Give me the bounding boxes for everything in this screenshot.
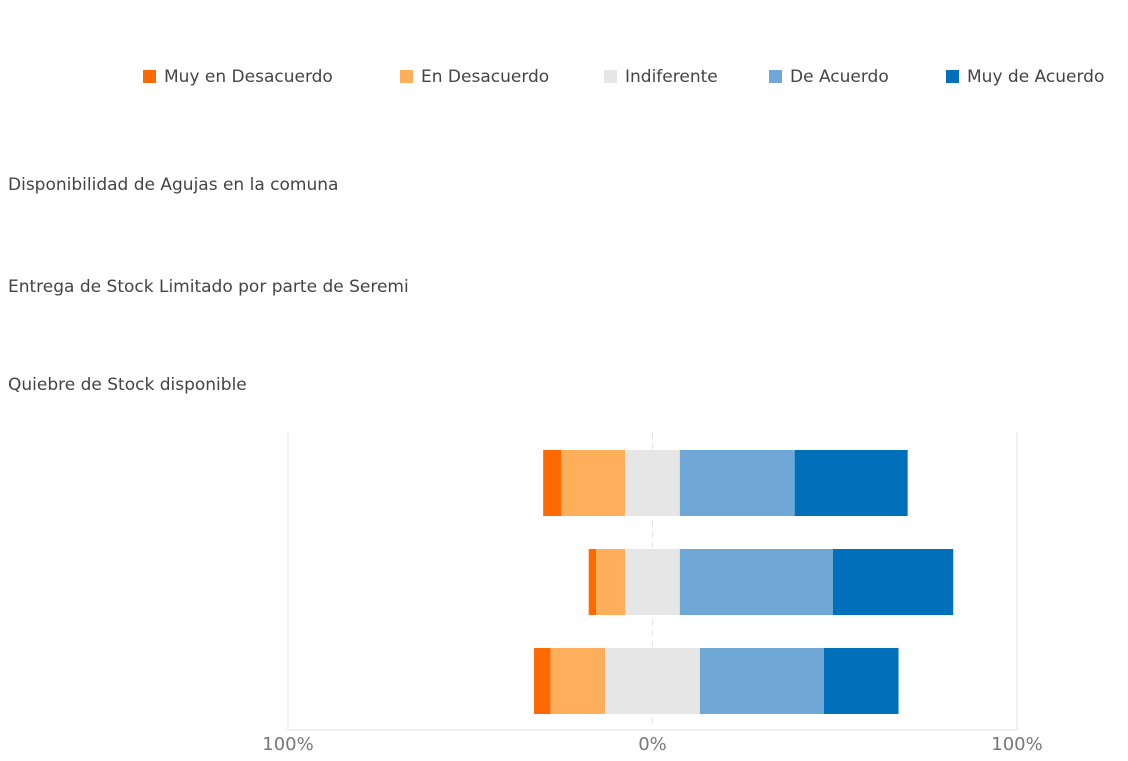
bar-segment [534, 648, 551, 714]
bar-segment [588, 549, 597, 615]
legend-label: De Acuerdo [790, 67, 889, 87]
x-tick-label: 100% [262, 734, 313, 755]
legend-label: Muy en Desacuerdo [164, 67, 333, 87]
category-label: Quiebre de Stock disponible [8, 375, 247, 395]
bar-segment [832, 549, 954, 615]
bar-segment [823, 648, 899, 714]
bar-segment [679, 549, 833, 615]
legend-swatch [400, 70, 413, 83]
legend-swatch [143, 70, 156, 83]
bar-segment [605, 648, 700, 714]
legend-swatch [946, 70, 959, 83]
bar-segment [625, 450, 680, 516]
x-tick-label: 100% [991, 734, 1042, 755]
bar-segment [679, 450, 795, 516]
legend-swatch [604, 70, 617, 83]
legend-label: En Desacuerdo [421, 67, 549, 87]
bar-segment [699, 648, 824, 714]
legend-swatch [769, 70, 782, 83]
bar-segment [625, 549, 680, 615]
x-tick-label: 0% [638, 734, 667, 755]
bar-segment [561, 450, 626, 516]
bar-segment [543, 450, 562, 516]
bar-segment [596, 549, 626, 615]
category-label: Disponibilidad de Agujas en la comuna [8, 175, 338, 195]
category-label: Entrega de Stock Limitado por parte de S… [8, 277, 409, 297]
legend-label: Muy de Acuerdo [967, 67, 1104, 87]
legend-label: Indiferente [625, 67, 718, 87]
bar-segment [794, 450, 908, 516]
bar-segment [550, 648, 606, 714]
